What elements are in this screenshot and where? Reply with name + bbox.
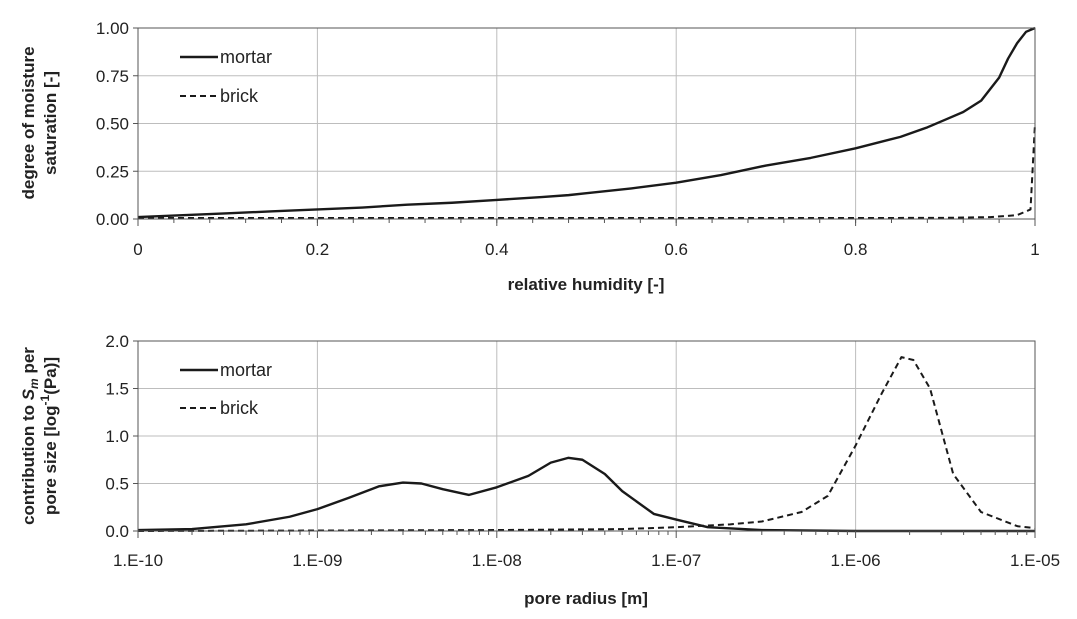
series-line-brick <box>137 356 1036 532</box>
top-chart-curves <box>137 26 1036 220</box>
moisture-saturation-chart: 0.00 0.25 0.50 0.75 1.00 0 0.2 0.4 0.6 0.8 1 morta… <box>19 19 1040 294</box>
top-chart-grid <box>137 27 1036 220</box>
x-tick-label: 1.E-08 <box>472 551 522 570</box>
y-tick-label: 1.00 <box>96 19 129 38</box>
y-tick-label: 0.50 <box>96 115 129 134</box>
legend-label-mortar: mortar <box>220 360 272 380</box>
series-line-mortar <box>137 26 1036 219</box>
x-tick-label: 0.4 <box>485 240 509 259</box>
y-title-superscript: -1 <box>38 394 52 405</box>
x-tick-label: 1.E-10 <box>113 551 163 570</box>
y-title-subscript-m: m <box>27 378 41 389</box>
top-chart-y-axis-title-line-2: saturation [-] <box>41 71 60 175</box>
top-chart-ticks: 0.00 0.25 0.50 0.75 1.00 0 0.2 0.4 0.6 0.8 1 <box>96 19 1040 259</box>
y-title-part-c: pore size [log <box>41 405 60 515</box>
y-tick-label: 2.0 <box>105 332 129 351</box>
bottom-chart-y-axis-title-line-2: pore size [log-1(Pa)] <box>38 357 60 515</box>
y-tick-label: 1.5 <box>105 380 129 399</box>
y-title-part-a: contribution to <box>19 400 38 525</box>
top-chart-y-axis-title-line-1: degree of moisture <box>19 46 38 199</box>
bottom-chart-y-axis-title-line-1: contribution to Sm per <box>19 347 41 525</box>
bottom-chart-grid <box>137 340 1036 532</box>
bottom-chart-legend: mortar brick <box>180 360 272 418</box>
top-chart-legend: mortar brick <box>180 47 272 106</box>
x-tick-label: 1.E-05 <box>1010 551 1060 570</box>
bottom-chart-y-axis-title: contribution to Sm per pore size [log-1(… <box>19 347 60 525</box>
y-title-part-d: (Pa)] <box>41 357 60 395</box>
top-chart-x-axis-title: relative humidity [-] <box>508 275 665 294</box>
x-tick-label: 1.E-07 <box>651 551 701 570</box>
series-line-brick <box>138 123 1036 220</box>
series-line-mortar <box>137 456 1035 533</box>
x-tick-label: 1.E-09 <box>292 551 342 570</box>
legend-label-brick: brick <box>220 86 259 106</box>
legend-label-mortar: mortar <box>220 47 272 67</box>
y-tick-label: 0.75 <box>96 67 129 86</box>
y-tick-label: 0.25 <box>96 162 129 181</box>
x-tick-label: 0.8 <box>844 240 868 259</box>
bottom-chart-x-axis-title: pore radius [m] <box>524 589 648 608</box>
y-tick-label: 1.0 <box>105 427 129 446</box>
y-tick-label: 0.5 <box>105 475 129 494</box>
top-chart-y-axis-title: degree of moisture saturation [-] <box>19 46 60 199</box>
x-tick-label: 1 <box>1030 240 1039 259</box>
pore-size-contribution-chart: 0.0 0.5 1.0 1.5 2.0 1.E-10 1.E-09 1.E-08 1.E-07 1… <box>19 332 1060 608</box>
x-tick-label: 1.E-06 <box>831 551 881 570</box>
y-tick-label: 0.0 <box>105 522 129 541</box>
bottom-chart-ticks: 0.0 0.5 1.0 1.5 2.0 1.E-10 1.E-09 1.E-08 1.E-07 1… <box>105 332 1060 570</box>
x-tick-label: 0.6 <box>664 240 688 259</box>
y-title-part-b: per <box>19 347 38 379</box>
y-title-symbol-s: S <box>19 388 38 400</box>
bottom-chart-curves <box>137 356 1036 533</box>
x-tick-label: 0.2 <box>306 240 330 259</box>
y-tick-label: 0.00 <box>96 210 129 229</box>
legend-label-brick: brick <box>220 398 259 418</box>
x-tick-label: 0 <box>133 240 142 259</box>
